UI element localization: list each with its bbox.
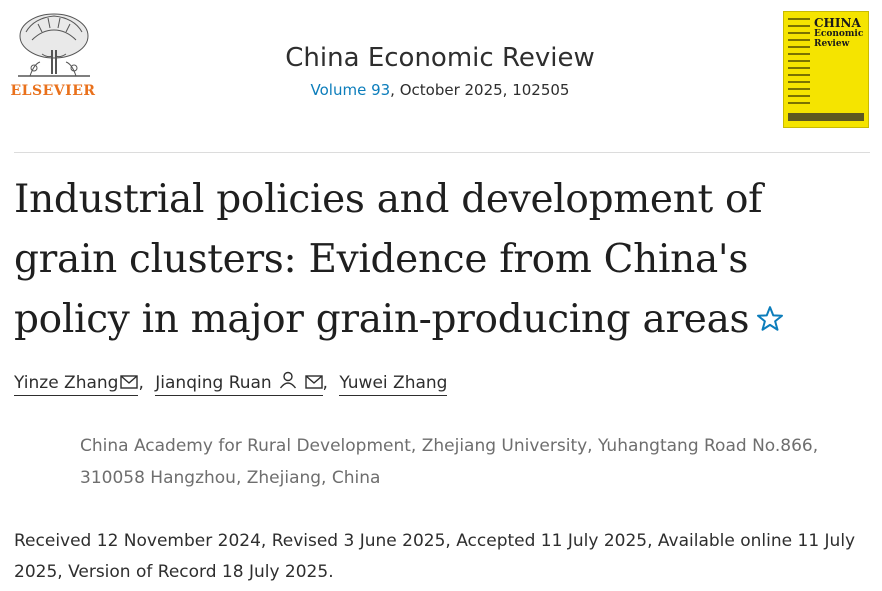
author-list: Yinze Zhang, Jianqing Ruan , Yuwei Zhang: [14, 371, 448, 396]
author-yinze-zhang[interactable]: Yinze Zhang: [14, 373, 139, 396]
author-name: Jianqing Ruan: [155, 373, 272, 393]
tree-icon: [18, 13, 90, 77]
author-yuwei-zhang[interactable]: Yuwei Zhang: [339, 373, 448, 396]
cover-title-line2: Economic: [814, 29, 864, 39]
journal-issue-info: Volume 93, October 2025, 102505: [200, 80, 680, 100]
issue-details: , October 2025, 102505: [390, 81, 570, 99]
cover-title-line3: Review: [814, 39, 850, 49]
author-jianqing-ruan[interactable]: Jianqing Ruan: [155, 371, 323, 396]
mail-icon[interactable]: [120, 375, 139, 389]
person-icon[interactable]: [279, 371, 297, 389]
header-divider: [14, 152, 870, 153]
author-separator: ,: [322, 373, 328, 393]
journal-title[interactable]: China Economic Review: [285, 43, 595, 73]
journal-header: China Economic Review Volume 93, October…: [200, 38, 680, 100]
author-affiliation: China Academy for Rural Development, Zhe…: [80, 436, 819, 488]
article-title: Industrial policies and development of g…: [14, 170, 854, 352]
article-title-text: Industrial policies and development of g…: [14, 177, 763, 342]
cover-title-line1: CHINA: [814, 16, 861, 30]
publisher-name[interactable]: ELSEVIER: [10, 83, 96, 99]
cover-footer-band: [788, 113, 864, 121]
star-icon[interactable]: [755, 292, 785, 352]
volume-link[interactable]: Volume 93: [310, 81, 391, 99]
cover-title: CHINA Economic Review: [814, 16, 868, 49]
author-separator: ,: [138, 373, 144, 393]
publication-history: Received 12 November 2024, Revised 3 Jun…: [14, 531, 856, 582]
elsevier-logo[interactable]: [12, 10, 96, 102]
mail-icon[interactable]: [304, 375, 323, 389]
cover-decoration: [788, 18, 810, 109]
journal-cover-image[interactable]: CHINA Economic Review: [783, 11, 869, 128]
author-name: Yuwei Zhang: [339, 373, 448, 393]
author-name: Yinze Zhang: [14, 373, 119, 393]
